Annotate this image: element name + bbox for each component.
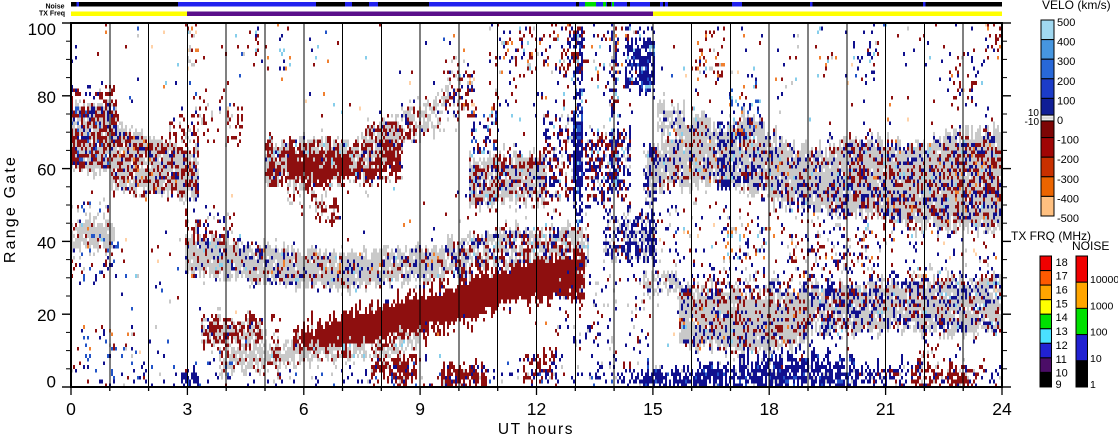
svg-text:100: 100 <box>28 20 56 39</box>
svg-text:500: 500 <box>1057 17 1075 29</box>
svg-text:12: 12 <box>1056 340 1068 352</box>
svg-text:12: 12 <box>527 399 546 419</box>
svg-text:100: 100 <box>1090 327 1108 339</box>
svg-text:6: 6 <box>299 399 309 419</box>
svg-text:24: 24 <box>992 399 1012 419</box>
svg-text:18: 18 <box>759 399 778 419</box>
svg-text:200: 200 <box>1057 76 1075 88</box>
svg-text:0: 0 <box>47 373 56 392</box>
svg-text:UT hours: UT hours <box>498 421 574 435</box>
svg-text:1: 1 <box>1090 379 1096 391</box>
svg-text:10: 10 <box>1028 108 1040 119</box>
svg-text:40: 40 <box>37 233 56 252</box>
svg-text:VELO (km/s): VELO (km/s) <box>1042 0 1111 12</box>
svg-text:20: 20 <box>37 306 56 325</box>
svg-text:NOISE: NOISE <box>1072 239 1109 253</box>
svg-text:13: 13 <box>1056 326 1068 338</box>
svg-text:-200: -200 <box>1057 154 1079 166</box>
svg-text:-10: -10 <box>1025 117 1040 128</box>
svg-text:10000: 10000 <box>1090 274 1118 286</box>
svg-text:80: 80 <box>37 88 56 107</box>
svg-text:-300: -300 <box>1057 174 1079 186</box>
svg-text:TX Freq: TX Freq <box>39 11 65 18</box>
svg-text:21: 21 <box>876 399 895 419</box>
svg-text:15: 15 <box>643 399 662 419</box>
svg-text:60: 60 <box>37 161 56 180</box>
svg-text:Noise: Noise <box>45 4 64 11</box>
svg-text:0: 0 <box>1057 115 1063 127</box>
svg-text:9: 9 <box>1056 379 1062 391</box>
svg-text:14: 14 <box>1056 312 1068 324</box>
svg-text:-400: -400 <box>1057 193 1079 205</box>
svg-text:15: 15 <box>1056 298 1068 310</box>
svg-text:Range Gate: Range Gate <box>2 155 19 263</box>
svg-text:16: 16 <box>1056 285 1068 297</box>
svg-text:17: 17 <box>1056 271 1068 283</box>
svg-text:-500: -500 <box>1057 213 1079 225</box>
svg-text:18: 18 <box>1056 257 1068 269</box>
svg-text:3: 3 <box>183 399 193 419</box>
svg-text:10: 10 <box>1056 368 1068 380</box>
svg-text:400: 400 <box>1057 37 1075 49</box>
svg-text:TX FRQ (MHz): TX FRQ (MHz) <box>1011 229 1091 243</box>
svg-text:1000: 1000 <box>1090 300 1114 312</box>
svg-text:100: 100 <box>1057 95 1075 107</box>
svg-text:-100: -100 <box>1057 135 1079 147</box>
svg-text:10: 10 <box>1090 353 1102 365</box>
svg-text:11: 11 <box>1056 354 1067 366</box>
svg-text:0: 0 <box>66 399 76 419</box>
svg-text:9: 9 <box>415 399 425 419</box>
svg-text:300: 300 <box>1057 56 1075 68</box>
